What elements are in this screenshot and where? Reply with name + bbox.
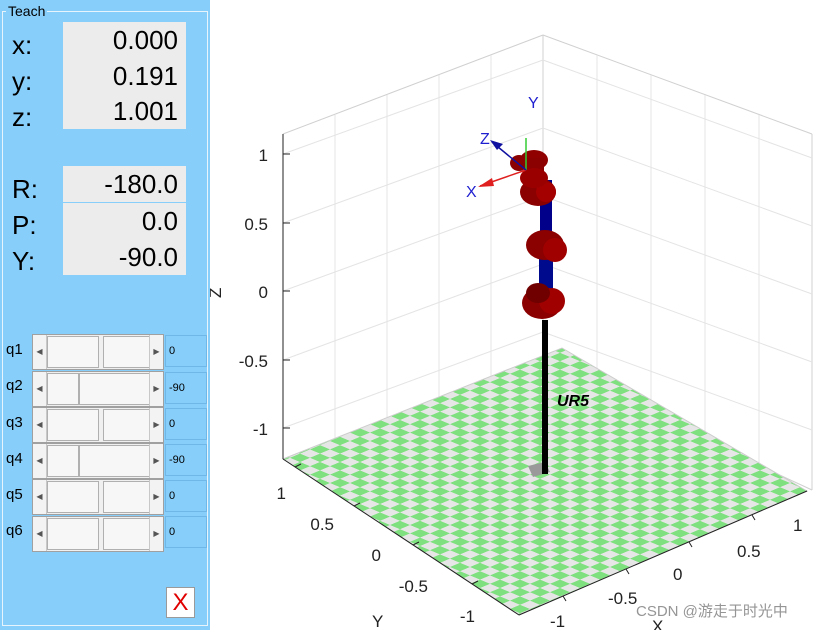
- slider-track: [103, 409, 151, 441]
- joint-value-q6[interactable]: 0: [165, 516, 207, 548]
- joint-label-q4: q4: [6, 450, 23, 467]
- y-tick-label: -0.5: [399, 577, 428, 596]
- slider-left-arrow-icon[interactable]: ◀: [33, 408, 47, 442]
- slider-track: [47, 445, 79, 477]
- z-axis-label: Z: [210, 288, 225, 298]
- frame-y-label: Y: [528, 95, 539, 112]
- joint-value-q4[interactable]: -90: [165, 444, 207, 476]
- x-axis-label: X: [652, 617, 663, 630]
- roll-label: R:: [12, 174, 38, 204]
- z-value: 1.001: [63, 93, 186, 129]
- x-tick-label: -1: [550, 612, 565, 630]
- x-tick-label: 0.5: [737, 542, 761, 561]
- pitch-value: 0.0: [63, 203, 186, 239]
- slider-left-arrow-icon[interactable]: ◀: [33, 372, 47, 406]
- slider-track: [103, 336, 151, 368]
- teach-title: Teach: [6, 3, 48, 19]
- slider-left-arrow-icon[interactable]: ◀: [33, 517, 47, 551]
- joint-value-q1[interactable]: 0: [165, 335, 207, 367]
- joint-label-q1: q1: [6, 341, 23, 358]
- z-tick-label: 1: [259, 146, 268, 165]
- yaw-label: Y:: [12, 246, 36, 276]
- z-tick-label: 0.5: [244, 215, 268, 234]
- slider-track: [103, 481, 151, 513]
- slider-thumb[interactable]: [79, 445, 151, 477]
- joint-label-q6: q6: [6, 522, 23, 539]
- frame-z-label: Z: [480, 131, 490, 148]
- joint-value-q5[interactable]: 0: [165, 480, 207, 512]
- end-effector-frame: Y Z X: [466, 95, 539, 201]
- slider-right-arrow-icon[interactable]: ▶: [149, 517, 163, 551]
- joint-value-q3[interactable]: 0: [165, 408, 207, 440]
- teach-panel: Teach x: 0.000 y: 0.191 z: 1.001 R: -180…: [0, 0, 210, 630]
- robot-name-label: UR5: [557, 393, 590, 410]
- y-label: y:: [12, 66, 33, 96]
- slider-q1[interactable]: ◀ ▶: [32, 334, 164, 370]
- joint-label-q3: q3: [6, 414, 23, 431]
- slider-track: [103, 518, 151, 550]
- joint-label-q5: q5: [6, 486, 23, 503]
- x-tick-label: 0: [673, 565, 682, 584]
- x-value: 0.000: [63, 22, 186, 58]
- x-tick-label: 1: [793, 516, 802, 535]
- z-tick-label: -0.5: [239, 352, 268, 371]
- teach-frame: [2, 11, 208, 626]
- yaw-value: -90.0: [63, 239, 186, 275]
- slider-track: [47, 373, 79, 405]
- x-tick-label: -0.5: [608, 589, 637, 608]
- roll-value: -180.0: [63, 166, 186, 202]
- robot-base-pole: [542, 320, 548, 474]
- slider-thumb[interactable]: [79, 373, 151, 405]
- slider-right-arrow-icon[interactable]: ▶: [149, 372, 163, 406]
- slider-thumb[interactable]: [47, 409, 99, 441]
- joint-label-q2: q2: [6, 377, 23, 394]
- y-tick-label: -1: [460, 607, 475, 626]
- slider-thumb[interactable]: [47, 518, 99, 550]
- robot-3d-plot[interactable]: Y Z X UR5 1 0.5 0 -0.5 -1 Z 1 0.5 0 -0.5…: [210, 0, 840, 630]
- x-axis: [518, 490, 808, 616]
- z-label: z:: [12, 102, 33, 132]
- z-tick-label: 0: [259, 283, 268, 302]
- slider-thumb[interactable]: [47, 336, 99, 368]
- y-axis: [282, 458, 520, 616]
- robot-arm: [510, 150, 567, 319]
- pitch-label: P:: [12, 210, 37, 240]
- slider-q6[interactable]: ◀ ▶: [32, 516, 164, 552]
- slider-left-arrow-icon[interactable]: ◀: [33, 335, 47, 369]
- slider-thumb[interactable]: [47, 481, 99, 513]
- slider-right-arrow-icon[interactable]: ▶: [149, 408, 163, 442]
- y-tick-label: 1: [277, 484, 286, 503]
- slider-left-arrow-icon[interactable]: ◀: [33, 444, 47, 478]
- frame-x-label: X: [466, 184, 477, 201]
- slider-q2[interactable]: ◀ ▶: [32, 371, 164, 407]
- close-button[interactable]: X: [166, 587, 195, 618]
- slider-left-arrow-icon[interactable]: ◀: [33, 480, 47, 514]
- slider-q4[interactable]: ◀ ▶: [32, 443, 164, 479]
- x-label: x:: [12, 30, 33, 60]
- slider-q3[interactable]: ◀ ▶: [32, 407, 164, 443]
- joint-value-q2[interactable]: -90: [165, 372, 207, 404]
- z-axis: [282, 134, 290, 459]
- y-axis-label: Y: [372, 612, 383, 630]
- y-tick-label: 0.5: [310, 515, 334, 534]
- y-tick-label: 0: [372, 546, 381, 565]
- slider-right-arrow-icon[interactable]: ▶: [149, 444, 163, 478]
- slider-right-arrow-icon[interactable]: ▶: [149, 335, 163, 369]
- watermark-text: CSDN @游走于时光中: [636, 603, 788, 620]
- slider-q5[interactable]: ◀ ▶: [32, 479, 164, 515]
- y-value: 0.191: [63, 58, 186, 94]
- slider-right-arrow-icon[interactable]: ▶: [149, 480, 163, 514]
- z-tick-label: -1: [253, 420, 268, 439]
